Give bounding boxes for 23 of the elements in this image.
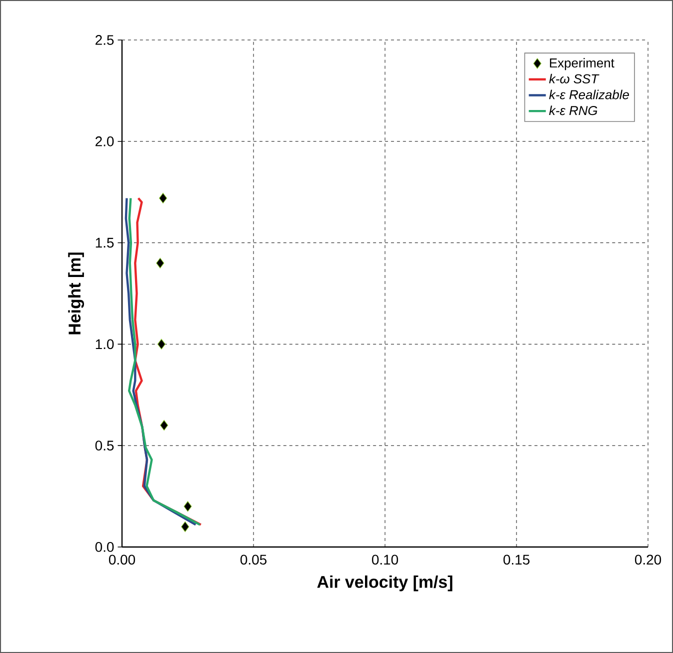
- legend-label: Experiment: [550, 58, 614, 70]
- point: [184, 501, 192, 512]
- x-tick-label: 0.20: [634, 554, 662, 565]
- y-tick-label: 2.5: [96, 35, 114, 45]
- point: [158, 192, 168, 204]
- y-tick-label: 2.0: [96, 136, 114, 146]
- legend-label: k-ω SST: [549, 74, 600, 84]
- x-axis-title: Air velocity [m/s]: [317, 575, 452, 592]
- x-tick-label: 0.15: [503, 554, 530, 565]
- point: [181, 521, 190, 532]
- legend-label: k-ε Realizable: [549, 90, 629, 100]
- point: [156, 258, 164, 268]
- legend-label: k-ε RNG: [549, 106, 598, 116]
- y-tick-label: 0.0: [95, 542, 114, 552]
- y-tick-label: 1.0: [96, 339, 114, 350]
- x-tick-label: 0.05: [240, 554, 266, 565]
- y-tick-label: 1.5: [96, 238, 114, 248]
- x-tick-label: 0.10: [372, 554, 398, 565]
- y-axis-title: Height [m]: [68, 252, 84, 334]
- y-tick-label: 0.5: [95, 440, 114, 451]
- point: [157, 338, 166, 350]
- x-tick-label: 0.00: [108, 554, 136, 565]
- point: [160, 420, 168, 431]
